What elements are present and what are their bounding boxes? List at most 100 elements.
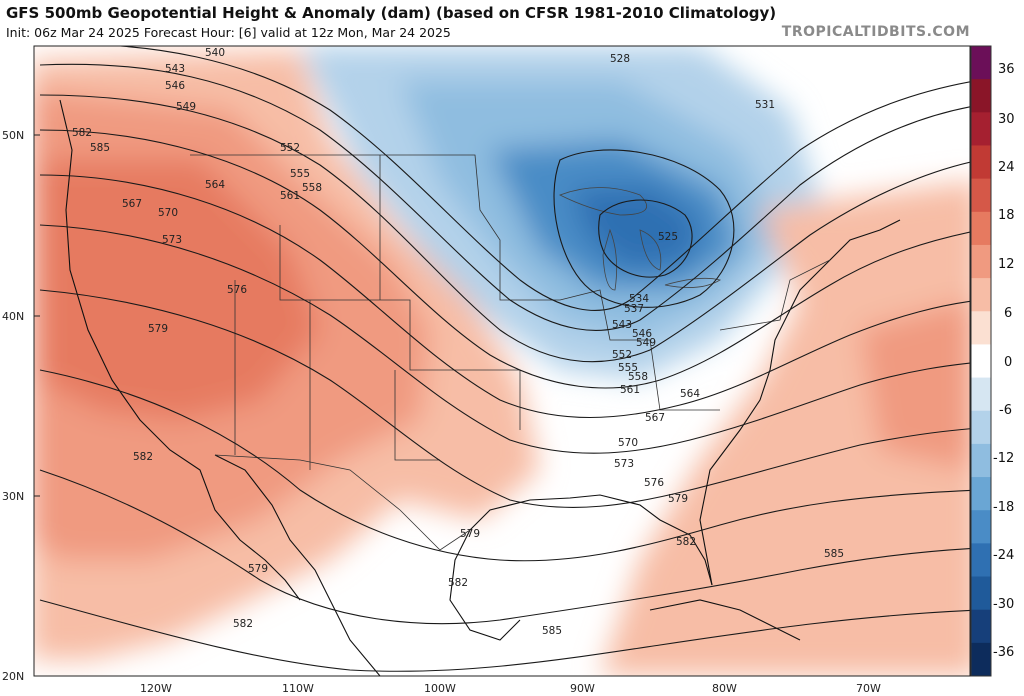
colorbar-swatch: [971, 311, 991, 345]
colorbar-swatch: [971, 112, 991, 146]
contour-label: 579: [148, 323, 168, 335]
contour-label: 573: [162, 234, 182, 246]
longitude-labels: 120W 110W 100W 90W 80W 70W: [140, 682, 881, 695]
colorbar-label: -18: [993, 500, 1014, 515]
contour-label: 582: [676, 536, 696, 548]
contour-label: 525: [658, 231, 678, 243]
lat-label: 20N: [2, 670, 24, 683]
colorbar-frame: [970, 45, 992, 677]
anomaly-east-light: [600, 181, 970, 676]
colorbar-label: -30: [993, 597, 1014, 612]
contour-582: [39, 469, 970, 625]
latitude-labels: 50N 40N 30N 20N: [2, 129, 40, 683]
colorbar-swatch: [971, 642, 991, 677]
contour-552: [39, 94, 970, 363]
contour-label: 555: [618, 362, 638, 374]
colorbar-swatch: [971, 211, 991, 246]
contour-528-closed: [553, 149, 735, 308]
contour-label: 564: [680, 388, 700, 400]
colorbar-label: 24: [998, 160, 1015, 175]
colorbar-swatch: [971, 443, 991, 478]
contour-558: [39, 129, 970, 389]
lat-label: 40N: [2, 310, 24, 323]
contour-label: 561: [280, 190, 300, 202]
colorbar-label: 18: [998, 208, 1015, 223]
colorbar-label: 6: [1004, 306, 1012, 321]
contour-label: 582: [72, 127, 92, 139]
contour-label: 585: [824, 548, 844, 560]
contour-label: 549: [176, 101, 196, 113]
border-northeast: [719, 259, 831, 331]
atlantic-coastline: [699, 219, 901, 586]
colorbar-label: -6: [999, 403, 1012, 418]
lake-huron: [639, 229, 662, 271]
contour-label: 549: [636, 337, 656, 349]
contour-585: [39, 599, 970, 672]
lon-label: 80W: [712, 682, 737, 695]
contour-label: 579: [668, 493, 688, 505]
contour-label: 573: [614, 458, 634, 470]
contour-label: 534: [629, 293, 649, 305]
lake-superior: [559, 187, 647, 216]
colorbar-swatch: [971, 79, 991, 113]
colorbar-swatch: [971, 178, 991, 213]
colorbar-label: -12: [993, 451, 1014, 466]
colorbar-label: -24: [993, 548, 1014, 563]
contour-label: 558: [302, 182, 322, 194]
mexico-west-coast: [214, 454, 381, 676]
contour-label: 558: [628, 371, 648, 383]
contour-564: [39, 174, 970, 419]
colorbar-label: 0: [1004, 355, 1012, 370]
map-frame: [33, 45, 971, 677]
contour-579: [39, 369, 970, 562]
contour-labels: 540 543 546 549 552 555 558 561 564 567 …: [72, 47, 844, 637]
contour-label: 570: [618, 437, 638, 449]
contour-label: 540: [205, 47, 225, 59]
lon-label: 110W: [282, 682, 314, 695]
map-title: GFS 500mb Geopotential Height & Anomaly …: [6, 4, 777, 22]
cuba-outline: [649, 599, 801, 641]
colorbar-swatch: [971, 145, 991, 180]
colorbar-swatch: [971, 543, 991, 578]
contour-570: [39, 224, 970, 454]
brand-watermark: TROPICALTIDBITS.COM: [781, 24, 970, 40]
colorbar-swatch: [971, 576, 991, 611]
contour-label: 582: [233, 618, 253, 630]
colorbar-swatch: [971, 278, 991, 312]
contour-label: 576: [227, 284, 247, 296]
anomaly-east-mid: [860, 300, 970, 470]
contour-label: 585: [542, 625, 562, 637]
border-meridians: [234, 155, 440, 470]
lon-label: 90W: [570, 682, 595, 695]
contour-label: 567: [645, 412, 665, 424]
contour-label: 552: [280, 142, 300, 154]
colorbar-swatch: [971, 477, 991, 511]
contour-label: 585: [90, 142, 110, 154]
lon-label: 100W: [424, 682, 456, 695]
lon-label: 70W: [856, 682, 881, 695]
contour-label: 567: [122, 198, 142, 210]
gulf-coast: [469, 494, 713, 586]
pacific-coastline: [59, 99, 301, 601]
contour-label: 543: [165, 63, 185, 75]
colorbar-swatch: [971, 410, 991, 445]
contour-label: 564: [205, 179, 225, 191]
contour-label: 582: [448, 577, 468, 589]
lat-label: 50N: [2, 129, 24, 142]
us-mexico-border: [214, 454, 471, 551]
contour-label: 579: [248, 563, 268, 575]
colorbar-swatch: [971, 609, 991, 644]
colorbar-swatch: [971, 46, 991, 80]
contour-546: [39, 63, 970, 331]
coastlines: [59, 99, 901, 676]
colorbar: [970, 45, 992, 677]
colorbar-swatch: [971, 344, 991, 379]
height-contours: [39, 46, 970, 672]
colorbar-swatch: [971, 377, 991, 412]
contour-576: [39, 289, 970, 508]
contour-label: 537: [624, 303, 644, 315]
contour-label: 582: [133, 451, 153, 463]
contour-label: 570: [158, 207, 178, 219]
contour-label: 576: [644, 477, 664, 489]
